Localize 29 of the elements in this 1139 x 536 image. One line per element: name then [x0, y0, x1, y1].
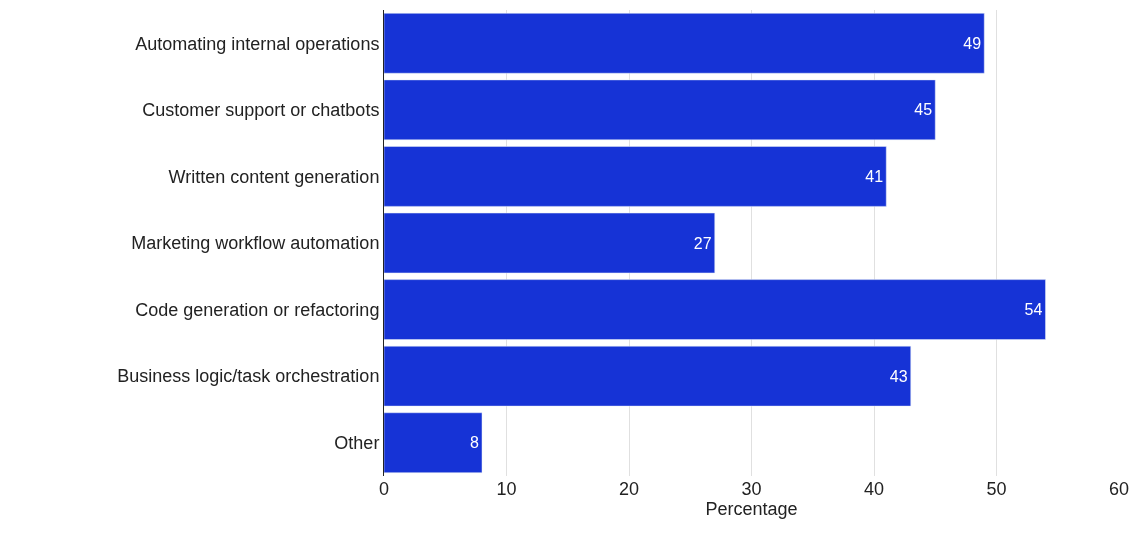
y-tick-label: Written content generation — [168, 166, 380, 187]
data-label: 27 — [693, 234, 712, 252]
data-label: 45 — [914, 101, 933, 119]
x-tick-label: 20 — [618, 479, 640, 499]
data-label: 8 — [470, 434, 479, 452]
bar — [384, 212, 715, 274]
bar — [384, 146, 887, 207]
y-tick-label: Code generation or refactoring — [135, 299, 380, 320]
bar — [384, 79, 936, 141]
data-label: 43 — [889, 367, 908, 385]
bar — [384, 13, 985, 74]
y-tick-label: Other — [334, 433, 380, 454]
data-label: 41 — [865, 167, 884, 185]
y-tick-label: Marketing workflow automation — [131, 233, 380, 254]
data-label: 54 — [1024, 301, 1043, 319]
y-tick-label: Business logic/task orchestration — [117, 366, 380, 387]
x-tick-label: 40 — [863, 479, 885, 499]
x-axis-title: Percentage — [705, 499, 798, 520]
y-tick-label: Customer support or chatbots — [142, 100, 380, 121]
x-tick-label: 30 — [741, 479, 762, 499]
data-label: 49 — [963, 34, 982, 52]
bar — [384, 279, 1046, 340]
bar — [384, 345, 911, 407]
x-tick-label: 10 — [496, 479, 517, 499]
bar — [384, 412, 483, 473]
x-tick-label: 60 — [1108, 479, 1130, 499]
y-tick-label: Automating internal operations — [135, 33, 380, 54]
x-tick-label: 50 — [986, 479, 1007, 499]
x-tick-label: 0 — [378, 479, 390, 499]
